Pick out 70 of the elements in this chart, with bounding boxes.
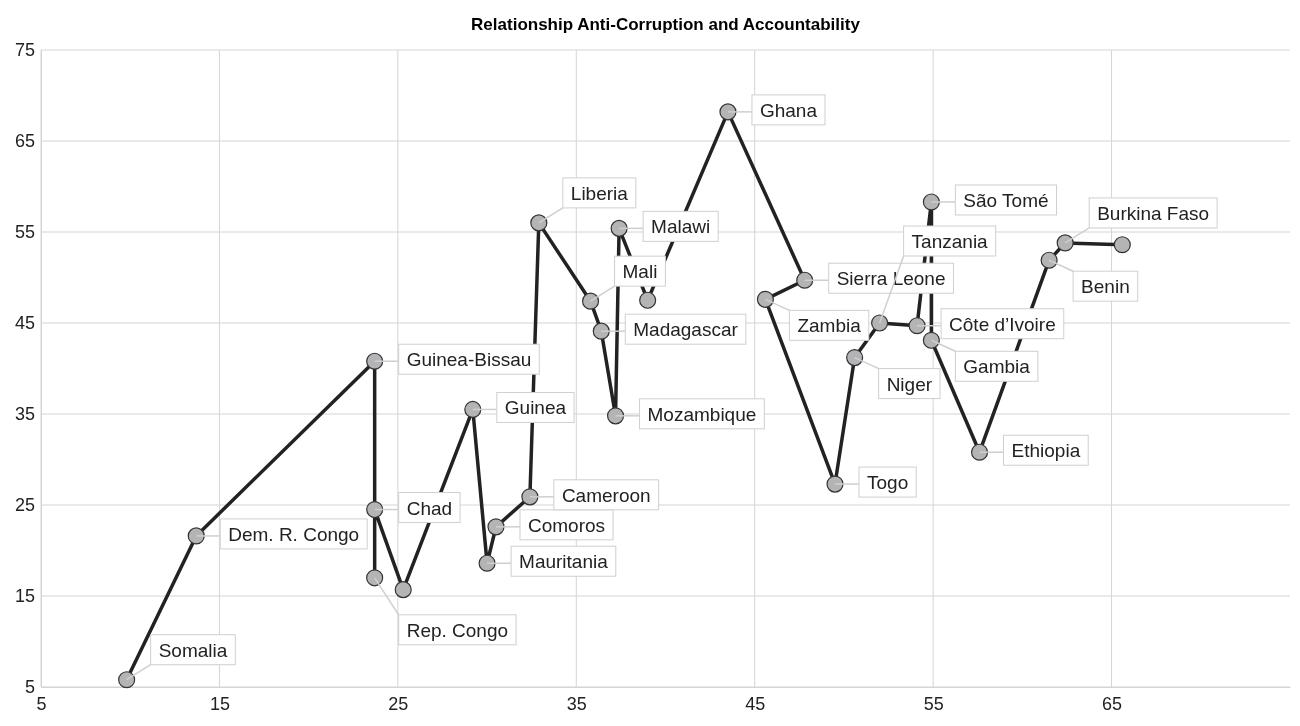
point xyxy=(464,400,482,419)
annotation: Gambia xyxy=(963,356,1031,378)
point xyxy=(592,322,610,340)
annotation: Togo xyxy=(867,472,909,494)
annotation: Côte d’Ivoire xyxy=(949,313,1056,335)
annotation: Ethiopia xyxy=(1011,440,1081,462)
point xyxy=(756,290,774,308)
point xyxy=(719,103,737,121)
annotation: Burkina Faso xyxy=(1097,202,1210,224)
point xyxy=(394,581,412,599)
point xyxy=(610,219,628,237)
y-tick-label: 65 xyxy=(14,131,35,152)
annotation: Mozambique xyxy=(647,403,757,425)
point xyxy=(970,443,989,461)
chart-title: Relationship Anti-Corruption and Accountability xyxy=(471,15,861,34)
annotation: Guinea xyxy=(504,397,567,419)
annotation: Zambia xyxy=(797,315,862,337)
y-tick-label: 75 xyxy=(14,40,35,61)
point xyxy=(1040,251,1058,269)
annotation: Tanzania xyxy=(911,231,989,252)
annotation: São Tomé xyxy=(963,189,1049,211)
x-tick-label: 15 xyxy=(209,693,230,714)
point xyxy=(908,317,926,335)
y-tick-label: 5 xyxy=(24,677,35,698)
y-tick-label: 35 xyxy=(14,404,35,425)
annotation: Somalia xyxy=(158,639,228,661)
annotation: Sierra Leone xyxy=(836,268,946,290)
point xyxy=(606,407,625,425)
y-tick-label: 25 xyxy=(14,495,35,516)
x-tick-label: 65 xyxy=(1102,693,1123,714)
point xyxy=(639,291,657,309)
y-tick-label: 45 xyxy=(14,313,35,334)
point xyxy=(366,569,384,587)
point xyxy=(922,193,940,211)
point xyxy=(1056,234,1074,252)
point xyxy=(366,352,384,370)
point xyxy=(478,554,496,572)
annotation: Chad xyxy=(406,497,453,519)
point xyxy=(846,349,864,367)
annotation: Dem. R. Congo xyxy=(228,523,360,545)
point xyxy=(581,292,600,310)
annotation: Mali xyxy=(622,261,658,283)
x-tick-label: 45 xyxy=(745,693,766,714)
point xyxy=(187,527,205,545)
point xyxy=(826,475,844,493)
annotation: Malawi xyxy=(651,216,711,238)
annotation: Niger xyxy=(886,373,933,395)
x-tick-label: 25 xyxy=(388,693,409,714)
x-tick-label: 35 xyxy=(566,693,587,714)
annotation: Rep. Congo xyxy=(406,619,509,641)
y-tick-label: 15 xyxy=(14,586,35,607)
point xyxy=(922,331,940,349)
y-tick-label: 55 xyxy=(14,222,35,243)
annotation: Cameroon xyxy=(561,484,651,506)
point xyxy=(530,214,548,232)
annotation: Liberia xyxy=(570,182,629,204)
annotation: Comoros xyxy=(527,514,606,536)
annotation: Mauritania xyxy=(519,551,609,573)
annotation: Madagascar xyxy=(633,319,739,341)
point xyxy=(118,671,136,689)
point xyxy=(521,488,539,506)
x-tick-label: 55 xyxy=(923,693,944,714)
point xyxy=(487,518,505,536)
point xyxy=(871,314,889,332)
point xyxy=(366,500,384,519)
annotation: Ghana xyxy=(759,99,818,121)
annotation: Benin xyxy=(1081,276,1130,298)
point xyxy=(796,271,814,289)
point xyxy=(1113,236,1131,254)
annotation: Guinea-Bissau xyxy=(406,349,532,371)
